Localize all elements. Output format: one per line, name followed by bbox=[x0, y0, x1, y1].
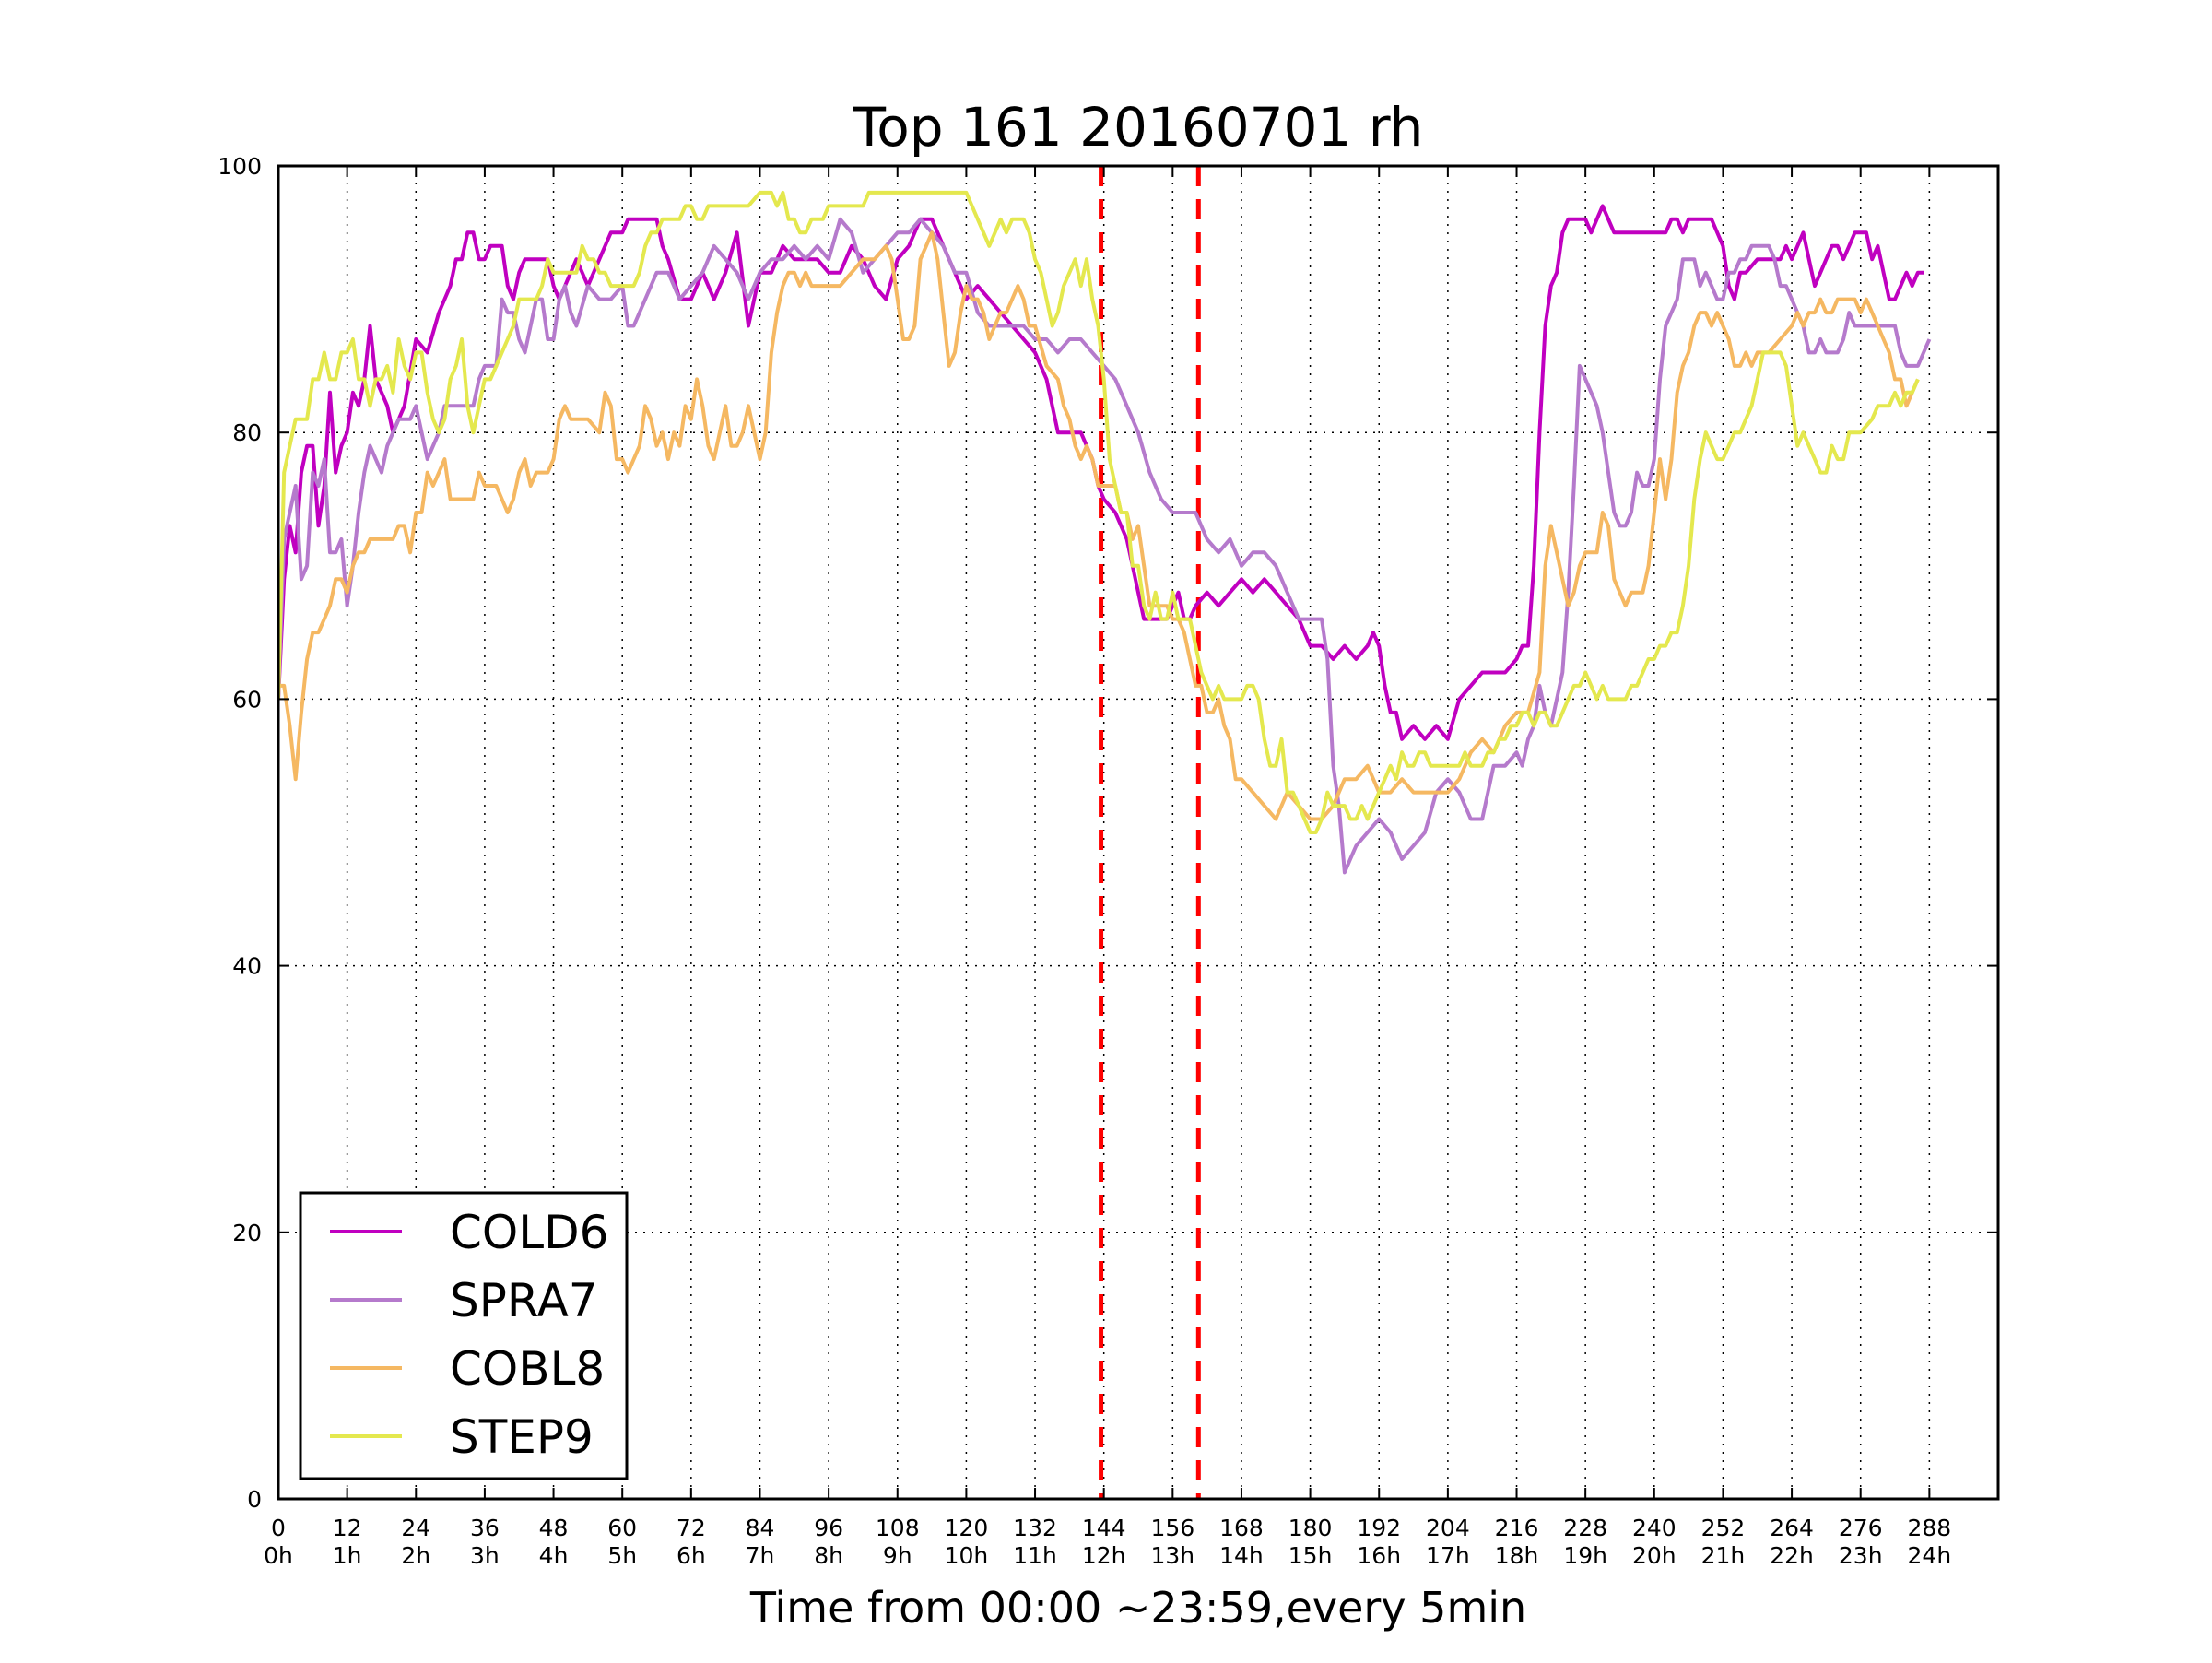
y-tick-label: 100 bbox=[218, 153, 262, 180]
x-tick-label: 144 bbox=[1082, 1515, 1126, 1541]
x-tick-label: 264 bbox=[1770, 1515, 1814, 1541]
x-tick-sublabel: 17h bbox=[1426, 1542, 1470, 1569]
legend: COLD6 SPRA7 COBL8 STEP9 bbox=[299, 1191, 629, 1480]
x-tick-label: 84 bbox=[746, 1515, 775, 1541]
x-tick-sublabel: 23h bbox=[1839, 1542, 1883, 1569]
axis-ticks: 00h121h242h363h484h605h726h847h968h1089h… bbox=[218, 153, 1998, 1569]
x-tick-label: 120 bbox=[945, 1515, 989, 1541]
x-axis-label: Time from 00:00 ~23:59,every 5min bbox=[749, 1583, 1526, 1633]
vertical-markers bbox=[1099, 166, 1201, 1499]
x-tick-label: 252 bbox=[1701, 1515, 1746, 1541]
x-tick-sublabel: 19h bbox=[1563, 1542, 1607, 1569]
series-line-cobl8 bbox=[278, 230, 1920, 821]
x-tick-sublabel: 8h bbox=[814, 1542, 843, 1569]
y-tick-label: 60 bbox=[232, 686, 262, 713]
x-tick-label: 24 bbox=[401, 1515, 430, 1541]
x-tick-sublabel: 12h bbox=[1082, 1542, 1126, 1569]
legend-label: SPRA7 bbox=[450, 1274, 598, 1327]
x-tick-label: 36 bbox=[470, 1515, 500, 1541]
x-tick-sublabel: 24h bbox=[1908, 1542, 1952, 1569]
y-tick-label: 40 bbox=[232, 953, 262, 980]
x-tick-sublabel: 7h bbox=[746, 1542, 775, 1569]
x-tick-sublabel: 14h bbox=[1219, 1542, 1264, 1569]
x-tick-label: 276 bbox=[1839, 1515, 1883, 1541]
x-tick-label: 96 bbox=[814, 1515, 843, 1541]
series-line-cold6 bbox=[276, 204, 1924, 741]
chart-title: Top 161 20160701 rh bbox=[853, 96, 1424, 159]
x-tick-sublabel: 15h bbox=[1288, 1542, 1333, 1569]
x-tick-sublabel: 1h bbox=[333, 1542, 362, 1569]
x-tick-label: 204 bbox=[1426, 1515, 1470, 1541]
x-tick-sublabel: 6h bbox=[677, 1542, 706, 1569]
y-tick-label: 80 bbox=[232, 419, 262, 446]
x-tick-label: 228 bbox=[1563, 1515, 1607, 1541]
series-line-spra7 bbox=[276, 217, 1932, 875]
x-tick-label: 240 bbox=[1632, 1515, 1677, 1541]
x-tick-label: 132 bbox=[1013, 1515, 1057, 1541]
x-tick-label: 156 bbox=[1150, 1515, 1194, 1541]
x-tick-sublabel: 0h bbox=[264, 1542, 293, 1569]
x-tick-label: 72 bbox=[677, 1515, 706, 1541]
legend-label: STEP9 bbox=[450, 1410, 594, 1464]
x-tick-sublabel: 21h bbox=[1701, 1542, 1746, 1569]
x-tick-label: 216 bbox=[1495, 1515, 1539, 1541]
x-tick-sublabel: 9h bbox=[883, 1542, 912, 1569]
x-tick-sublabel: 22h bbox=[1770, 1542, 1814, 1569]
x-tick-label: 192 bbox=[1357, 1515, 1401, 1541]
x-tick-sublabel: 10h bbox=[945, 1542, 989, 1569]
x-tick-label: 12 bbox=[333, 1515, 362, 1541]
x-tick-sublabel: 16h bbox=[1357, 1542, 1401, 1569]
y-tick-label: 20 bbox=[232, 1220, 262, 1246]
series-lines bbox=[276, 190, 1932, 875]
y-tick-label: 0 bbox=[247, 1486, 262, 1513]
legend-label: COBL8 bbox=[450, 1342, 605, 1396]
x-tick-sublabel: 18h bbox=[1495, 1542, 1539, 1569]
x-tick-label: 180 bbox=[1288, 1515, 1333, 1541]
x-tick-label: 168 bbox=[1219, 1515, 1264, 1541]
x-tick-label: 48 bbox=[539, 1515, 569, 1541]
x-tick-sublabel: 13h bbox=[1150, 1542, 1194, 1569]
x-tick-label: 108 bbox=[876, 1515, 920, 1541]
x-tick-sublabel: 4h bbox=[539, 1542, 569, 1569]
x-tick-label: 288 bbox=[1908, 1515, 1952, 1541]
x-tick-sublabel: 5h bbox=[607, 1542, 637, 1569]
plot-frame bbox=[276, 164, 2000, 1501]
x-tick-sublabel: 2h bbox=[401, 1542, 430, 1569]
x-tick-sublabel: 20h bbox=[1632, 1542, 1677, 1569]
series-line-step9 bbox=[276, 190, 1920, 834]
legend-label: COLD6 bbox=[450, 1206, 608, 1259]
x-tick-sublabel: 3h bbox=[470, 1542, 500, 1569]
x-tick-label: 60 bbox=[607, 1515, 637, 1541]
legend-box bbox=[299, 1191, 629, 1480]
x-tick-label: 0 bbox=[271, 1515, 286, 1541]
x-tick-sublabel: 11h bbox=[1013, 1542, 1057, 1569]
